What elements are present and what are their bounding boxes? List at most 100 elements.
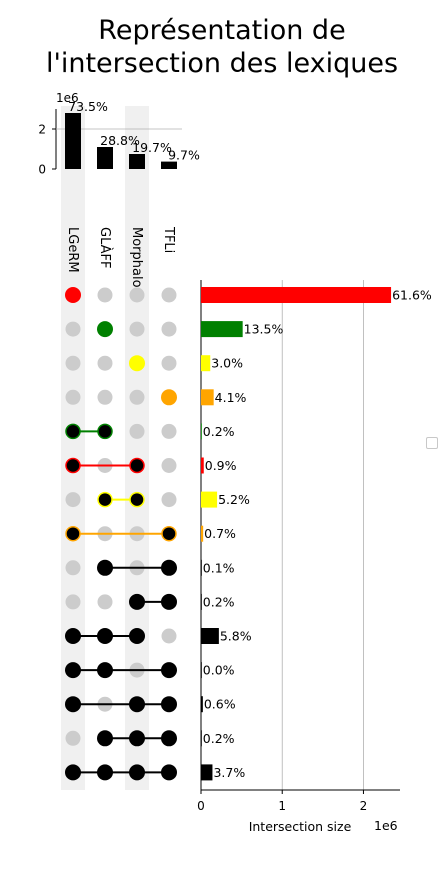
set-name-label: LGeRM bbox=[65, 227, 80, 273]
matrix-dot-active bbox=[65, 764, 81, 781]
matrix-dot-active bbox=[161, 730, 177, 747]
set-size-bar bbox=[65, 113, 81, 169]
intersection-bar bbox=[201, 662, 202, 679]
matrix-dot-inactive bbox=[129, 423, 145, 439]
matrix-dot-active bbox=[65, 696, 81, 713]
intersection-x-axis-label: Intersection size bbox=[249, 819, 352, 834]
intersection-bar-label: 13.5% bbox=[244, 322, 284, 337]
intersection-bar bbox=[201, 321, 243, 338]
matrix-dot-active bbox=[161, 593, 177, 610]
matrix-dot-active bbox=[161, 525, 177, 542]
matrix-dot-active bbox=[97, 764, 113, 781]
matrix-dot-inactive bbox=[129, 389, 145, 405]
intersection-bar-label: 0.2% bbox=[203, 594, 235, 609]
intersection-bar-label: 0.1% bbox=[203, 560, 235, 575]
matrix-dot-inactive bbox=[65, 594, 81, 610]
set-size-bar bbox=[129, 154, 145, 169]
matrix-dot-inactive bbox=[65, 560, 81, 576]
matrix-dot-inactive bbox=[161, 458, 177, 473]
matrix-dot-inactive bbox=[161, 628, 177, 644]
matrix-dot-inactive bbox=[129, 321, 145, 337]
matrix-dot-active bbox=[97, 321, 113, 338]
intersection-bar bbox=[201, 628, 219, 644]
matrix-dot-inactive bbox=[97, 287, 113, 303]
intersection-bar bbox=[201, 593, 202, 610]
matrix-dot-active bbox=[97, 423, 113, 440]
matrix-dot-active bbox=[65, 457, 81, 474]
intersection-x-tick-label: 0 bbox=[197, 799, 205, 813]
matrix-dot-inactive bbox=[65, 321, 81, 337]
chart-title-line-2: l'intersection des lexiques bbox=[45, 48, 399, 79]
intersection-bar-label: 61.6% bbox=[392, 288, 432, 303]
intersection-bar-label: 5.8% bbox=[220, 629, 252, 644]
matrix-dot-inactive bbox=[97, 389, 113, 405]
set-column-shade bbox=[61, 106, 85, 790]
intersection-bar bbox=[201, 457, 204, 474]
matrix-dot-inactive bbox=[161, 355, 177, 371]
intersection-bar bbox=[201, 491, 218, 508]
intersection-bar-label: 0.7% bbox=[204, 526, 236, 541]
intersection-bar bbox=[201, 764, 213, 781]
legend-box bbox=[426, 437, 438, 449]
intersection-x-tick-label: 1 bbox=[278, 799, 286, 813]
matrix-dot-inactive bbox=[65, 492, 81, 508]
intersection-bar bbox=[201, 423, 202, 440]
intersection-bar bbox=[201, 696, 203, 713]
set-size-scale-label: 1e6 bbox=[56, 91, 79, 105]
matrix-dot-active bbox=[161, 389, 177, 406]
matrix-dot-inactive bbox=[65, 389, 81, 405]
intersection-bar bbox=[201, 389, 214, 406]
intersection-bar-label: 3.7% bbox=[213, 765, 245, 780]
matrix-dot-active bbox=[161, 662, 177, 679]
intersection-bar bbox=[201, 287, 392, 303]
matrix-dot-active bbox=[97, 730, 113, 747]
matrix-dot-active bbox=[129, 491, 145, 508]
matrix-dot-active bbox=[65, 662, 81, 679]
matrix-dot-active bbox=[97, 491, 113, 508]
matrix-dot-active bbox=[97, 559, 113, 576]
matrix-dot-active bbox=[129, 457, 145, 474]
matrix-dot-active bbox=[129, 696, 145, 713]
set-size-bar-label: 19.7% bbox=[132, 140, 172, 155]
chart-title-line-1: Représentation de bbox=[98, 15, 346, 46]
matrix-dot-active bbox=[161, 696, 177, 713]
set-size-bar bbox=[97, 147, 113, 169]
intersection-bar-label: 0.2% bbox=[203, 424, 235, 439]
matrix-dot-inactive bbox=[97, 355, 113, 371]
intersection-bar bbox=[201, 730, 202, 747]
matrix-dot-active bbox=[65, 287, 81, 303]
intersection-bar-label: 5.2% bbox=[218, 492, 250, 507]
set-size-bar-label: 28.8% bbox=[100, 133, 140, 148]
matrix-dot-active bbox=[129, 764, 145, 781]
matrix-dot-inactive bbox=[161, 321, 177, 337]
intersection-x-tick-label: 2 bbox=[360, 799, 368, 813]
matrix-dot-active bbox=[161, 764, 177, 781]
matrix-dot-inactive bbox=[97, 594, 113, 610]
intersection-bar-label: 0.2% bbox=[203, 731, 235, 746]
matrix-dot-active bbox=[129, 355, 145, 372]
matrix-dot-active bbox=[65, 628, 81, 644]
matrix-dot-active bbox=[129, 628, 145, 644]
set-size-bar bbox=[161, 161, 177, 169]
set-name-label: TFLi bbox=[161, 226, 176, 253]
set-column-shade bbox=[125, 106, 149, 790]
matrix-dot-inactive bbox=[129, 287, 145, 303]
matrix-dot-active bbox=[161, 559, 177, 576]
set-name-label: Morphalou bbox=[129, 227, 144, 296]
intersection-bar bbox=[201, 559, 202, 576]
intersection-bar bbox=[201, 355, 211, 372]
matrix-dot-active bbox=[129, 593, 145, 610]
intersection-bar bbox=[201, 525, 204, 542]
matrix-dot-inactive bbox=[161, 287, 177, 303]
intersection-bar-label: 4.1% bbox=[215, 390, 247, 405]
intersection-bar-label: 0.0% bbox=[203, 663, 235, 678]
matrix-dot-inactive bbox=[65, 355, 81, 371]
intersection-bar-label: 0.6% bbox=[204, 697, 236, 712]
matrix-dot-inactive bbox=[161, 492, 177, 508]
intersection-x-scale-label: 1e6 bbox=[374, 818, 398, 833]
matrix-dot-active bbox=[65, 525, 81, 542]
matrix-dot-active bbox=[129, 730, 145, 747]
matrix-dot-inactive bbox=[161, 423, 177, 439]
set-size-tick-label: 2 bbox=[38, 123, 46, 137]
